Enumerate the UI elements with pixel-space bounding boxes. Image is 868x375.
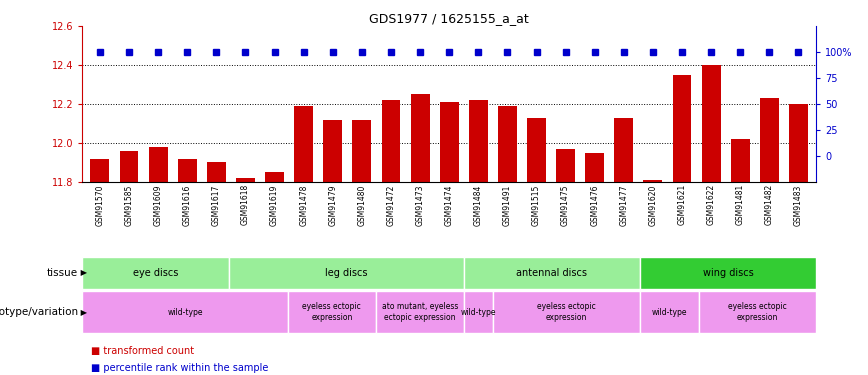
Text: eyeless ectopic
expression: eyeless ectopic expression (728, 303, 786, 322)
Bar (585, 153, 604, 182)
Text: wing discs: wing discs (702, 268, 753, 278)
Bar (265, 172, 284, 182)
Text: GSM91515: GSM91515 (532, 184, 541, 225)
Text: GSM91481: GSM91481 (736, 184, 745, 225)
Bar (352, 120, 372, 182)
Bar (229, 257, 464, 289)
Text: GSM91478: GSM91478 (299, 184, 308, 225)
Bar (699, 291, 816, 333)
Text: GSM91618: GSM91618 (241, 184, 250, 225)
Text: wild-type: wild-type (652, 308, 687, 316)
Bar (640, 291, 699, 333)
Bar (760, 98, 779, 182)
Bar (464, 257, 640, 289)
Text: wild-type: wild-type (168, 308, 203, 316)
Text: GSM91479: GSM91479 (328, 184, 338, 226)
Bar (207, 162, 226, 182)
Bar (323, 120, 342, 182)
Text: GSM91480: GSM91480 (358, 184, 366, 225)
Bar (498, 106, 516, 182)
Bar (288, 291, 376, 333)
Text: ato mutant, eyeless
ectopic expression: ato mutant, eyeless ectopic expression (382, 303, 458, 322)
Text: GSM91622: GSM91622 (707, 184, 715, 225)
Text: GSM91483: GSM91483 (794, 184, 803, 225)
Text: GSM91472: GSM91472 (386, 184, 396, 225)
Bar (493, 291, 640, 333)
Text: GSM91617: GSM91617 (212, 184, 220, 225)
Text: GSM91475: GSM91475 (561, 184, 570, 226)
Text: tissue: tissue (47, 268, 78, 278)
Text: genotype/variation: genotype/variation (0, 307, 78, 317)
Text: GSM91476: GSM91476 (590, 184, 599, 226)
Bar (440, 102, 458, 182)
Bar (643, 180, 662, 182)
Bar (120, 151, 139, 182)
Text: eyeless ectopic
expression: eyeless ectopic expression (302, 303, 361, 322)
Title: GDS1977 / 1625155_a_at: GDS1977 / 1625155_a_at (369, 12, 529, 25)
Bar (469, 100, 488, 182)
Text: ▶: ▶ (78, 308, 88, 316)
Text: GSM91474: GSM91474 (444, 184, 454, 226)
Text: wild-type: wild-type (461, 308, 496, 316)
Text: ■ percentile rank within the sample: ■ percentile rank within the sample (91, 363, 268, 373)
Text: GSM91477: GSM91477 (620, 184, 628, 226)
Bar (464, 291, 493, 333)
Bar (789, 104, 808, 182)
Text: GSM91570: GSM91570 (95, 184, 104, 226)
Text: ▶: ▶ (78, 268, 88, 278)
Bar (615, 118, 634, 182)
Bar (556, 149, 575, 182)
Bar (178, 159, 197, 182)
Text: GSM91621: GSM91621 (678, 184, 687, 225)
Text: ■ transformed count: ■ transformed count (91, 346, 194, 356)
Bar (673, 75, 692, 182)
Text: antennal discs: antennal discs (516, 268, 588, 278)
Bar (148, 147, 168, 182)
Bar (411, 94, 430, 182)
Text: eyeless ectopic
expression: eyeless ectopic expression (537, 303, 596, 322)
Text: leg discs: leg discs (326, 268, 368, 278)
Bar (90, 159, 109, 182)
Bar (382, 100, 400, 182)
Text: GSM91619: GSM91619 (270, 184, 279, 225)
Bar (731, 139, 750, 182)
Text: GSM91473: GSM91473 (416, 184, 424, 226)
Bar (376, 291, 464, 333)
Bar (640, 257, 816, 289)
Text: GSM91620: GSM91620 (648, 184, 657, 225)
Bar (236, 178, 255, 182)
Bar (82, 257, 229, 289)
Text: GSM91585: GSM91585 (124, 184, 134, 225)
Text: GSM91482: GSM91482 (765, 184, 774, 225)
Text: GSM91484: GSM91484 (474, 184, 483, 225)
Text: GSM91616: GSM91616 (183, 184, 192, 225)
Bar (294, 106, 313, 182)
Bar (82, 291, 288, 333)
Text: GSM91491: GSM91491 (503, 184, 512, 225)
Text: GSM91609: GSM91609 (154, 184, 162, 226)
Bar (527, 118, 546, 182)
Text: eye discs: eye discs (133, 268, 179, 278)
Bar (701, 65, 720, 182)
